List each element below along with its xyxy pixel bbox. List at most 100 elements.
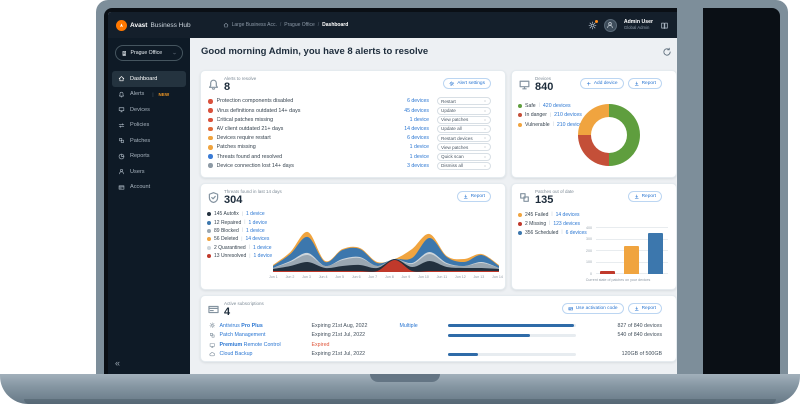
legend-devices-link[interactable]: 1 device — [246, 227, 265, 234]
legend-devices-link[interactable]: 1 device — [253, 253, 273, 260]
patches-bar-chart — [596, 227, 668, 274]
legend-label: In danger — [525, 112, 547, 119]
legend-devices-link[interactable]: 420 devices — [542, 102, 571, 109]
legend-devices-link[interactable]: 1 device — [248, 219, 268, 226]
sidebar-item-reports[interactable]: Reports — [112, 149, 186, 165]
subscription-name-link[interactable]: Premium Remote Control — [219, 341, 281, 348]
alert-action-dropdown[interactable]: View patches — [437, 143, 491, 152]
breadcrumb-item[interactable]: Prague Office — [284, 22, 315, 28]
use-activation-code-button[interactable]: Use activation code — [561, 303, 624, 314]
alert-row: Virus definitions outdated 14+ days 45 de… — [201, 106, 505, 115]
x-tick-label: Jun 9 — [401, 275, 411, 279]
pie-icon — [118, 153, 125, 160]
legend-devices-link[interactable]: 123 devices — [553, 220, 581, 227]
sidebar-item-policies[interactable]: Policies — [112, 118, 186, 134]
legend-separator: | — [561, 230, 563, 235]
laptop-notch — [370, 374, 440, 382]
avatar[interactable] — [603, 18, 617, 32]
sidebar-item-dashboard[interactable]: Dashboard — [112, 71, 186, 87]
home-icon — [118, 75, 125, 82]
alert-devices-link[interactable]: 45 devices — [404, 107, 429, 114]
sidebar-item-account[interactable]: Account — [112, 180, 186, 196]
sidebar-item-label: Users — [130, 168, 145, 175]
subscription-name-link[interactable]: Antivirus Pro Plus — [219, 322, 263, 329]
devices-report-button[interactable]: Report — [627, 78, 662, 89]
subscription-name-link[interactable]: Patch Management — [219, 332, 266, 339]
patches-legend: 245 Failed | 14 devices 2 Missing | 123 devic… — [518, 210, 587, 237]
alert-action-label: Update all — [441, 126, 462, 132]
legend-row: 245 Failed | 14 devices — [518, 210, 587, 219]
subscription-expiry: Expiring 21st Jul, 2022 — [311, 351, 366, 358]
alert-settings-button[interactable]: Alert settings — [443, 78, 491, 89]
y-tick-label: 400 — [586, 225, 592, 230]
legend-label: 13 Unresolved — [214, 253, 247, 260]
brand-suffix: Business Hub — [150, 21, 191, 29]
subscription-rows: Antivirus Pro Plus Expiring 21st Aug, 202… — [201, 321, 676, 359]
subscription-name-link[interactable]: Cloud Backup — [219, 351, 253, 358]
subscription-usage: 120GB of 500GB — [621, 351, 662, 358]
alert-devices-link[interactable]: 6 devices — [407, 98, 429, 105]
patches-report-button[interactable]: Report — [627, 191, 662, 202]
sidebar-item-devices[interactable]: Devices — [112, 102, 186, 118]
refresh-button[interactable] — [662, 47, 672, 57]
legend-devices-link[interactable]: 1 device — [252, 244, 272, 251]
subscription-expiry: Expiring 21st Jul, 2022 — [311, 332, 366, 339]
subscriptions-report-button[interactable]: Report — [627, 303, 662, 314]
alerts-count: 8 — [224, 81, 231, 94]
x-tick-label: Jun 3 — [302, 275, 311, 279]
alert-action-dropdown[interactable]: Update — [437, 106, 491, 115]
add-device-button[interactable]: Add device — [579, 78, 624, 89]
legend-label: 89 Blocked — [214, 227, 239, 234]
legend-devices-link[interactable]: 1 device — [246, 211, 265, 218]
alert-action-dropdown[interactable]: View patches — [437, 115, 491, 124]
page-greeting: Good morning Admin, you have 8 alerts to… — [201, 46, 429, 57]
alert-devices-link[interactable]: 3 devices — [407, 162, 429, 169]
breadcrumb-item[interactable]: Large Business Acc. — [231, 22, 277, 28]
alert-action-dropdown[interactable]: Update all — [437, 124, 491, 133]
user-menu[interactable]: Admin User Global Admin — [624, 19, 653, 31]
legend-devices-link[interactable]: 14 devices — [555, 211, 580, 218]
legend-separator: | — [241, 236, 243, 242]
alert-devices-link[interactable]: 1 device — [409, 153, 429, 160]
sidebar-item-patches[interactable]: Patches — [112, 133, 186, 149]
threats-report-button[interactable]: Report — [456, 191, 491, 202]
site-selector[interactable]: Prague Office — [115, 45, 183, 61]
alert-devices-link[interactable]: 6 devices — [407, 135, 429, 142]
sidebar-item-label: Devices — [130, 106, 150, 113]
breadcrumb-item[interactable]: Dashboard — [322, 22, 349, 28]
alert-action-dropdown[interactable]: Restart — [437, 97, 491, 106]
sidebar-item-users[interactable]: Users — [112, 164, 186, 180]
screen-edge — [677, 8, 703, 374]
sidebar-item-label: Patches — [130, 137, 151, 144]
legend-devices-link[interactable]: 210 devices — [556, 121, 585, 128]
help-book-icon[interactable] — [660, 21, 669, 30]
subscription-row: Patch Management Expiring 21st Jul, 2022 5… — [201, 330, 676, 340]
x-tick-label: Jun 1 — [269, 275, 278, 279]
legend-devices-link[interactable]: 6 devices — [565, 229, 587, 236]
breadcrumb-separator: / — [279, 22, 282, 28]
alert-devices-link[interactable]: 1 device — [409, 116, 429, 123]
alert-row: Patches missing 1 device View patches — [201, 143, 505, 152]
subscription-progress-fill — [447, 324, 574, 328]
bar-failed — [624, 245, 639, 274]
settings-gear-icon[interactable] — [588, 19, 599, 30]
collapse-sidebar-button[interactable]: « — [115, 358, 121, 368]
subscription-row: Premium Remote Control Expired — [201, 340, 676, 350]
chevron-down-icon — [483, 136, 487, 140]
legend-devices-link[interactable]: 14 devices — [245, 236, 270, 243]
alert-action-dropdown[interactable]: Dismiss all — [437, 161, 491, 170]
subscriptions-card-title: Active subscriptions — [224, 301, 264, 306]
alert-devices-link[interactable]: 1 device — [409, 144, 429, 151]
alert-action-label: Restart — [441, 98, 456, 104]
subscription-multiple-link[interactable]: Multiple — [399, 322, 418, 329]
devices-card: Devices 840 Add device Report — [511, 70, 677, 178]
threats-chart-xlabels: Jun 1 Jun 2 Jun 3 Jun 4 Jun 5 Jun 6 Jun 7 Jun 8… — [269, 275, 503, 279]
sidebar-item-alerts[interactable]: Alerts | NEW — [112, 87, 186, 103]
alert-action-dropdown[interactable]: Restart devices — [437, 134, 491, 143]
legend-dot — [207, 254, 211, 259]
x-tick-label: Jun 7 — [368, 275, 378, 279]
alert-devices-link[interactable]: 14 devices — [404, 125, 429, 132]
alert-action-dropdown[interactable]: Quick scan — [437, 152, 491, 161]
badge-separator: | — [152, 91, 154, 97]
legend-devices-link[interactable]: 210 devices — [554, 112, 582, 119]
